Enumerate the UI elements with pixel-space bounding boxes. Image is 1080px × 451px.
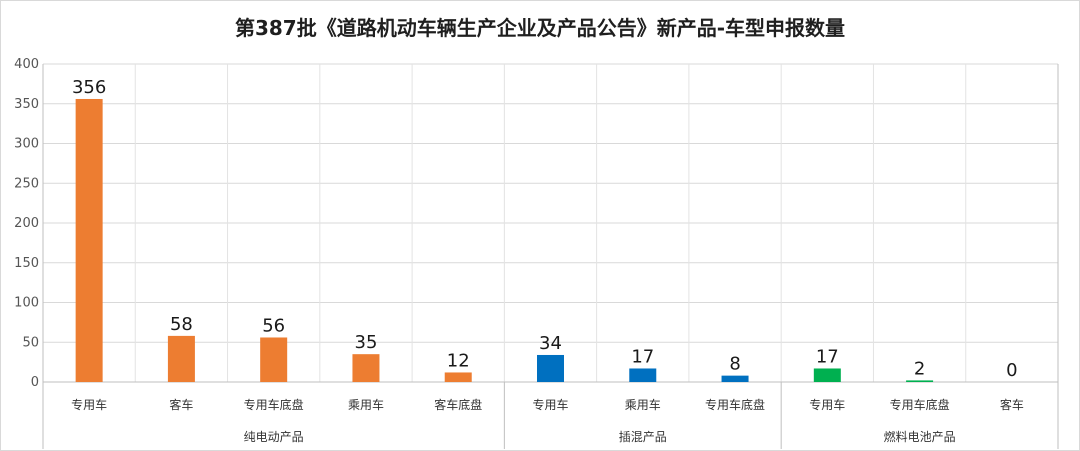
bar (260, 337, 288, 382)
bar (906, 380, 934, 382)
data-label: 17 (816, 346, 839, 367)
category-label: 专用车 (532, 397, 568, 412)
y-tick-label: 100 (14, 296, 39, 311)
y-tick-label: 250 (14, 176, 39, 191)
data-label: 8 (729, 354, 740, 375)
bar (629, 368, 657, 382)
bar (721, 375, 749, 382)
y-tick-label: 350 (14, 97, 39, 112)
category-label: 乘用车 (348, 397, 384, 412)
y-tick-label: 200 (14, 216, 39, 231)
category-label: 专用车 (71, 397, 107, 412)
category-label: 专用车底盘 (705, 397, 765, 412)
data-label: 12 (447, 350, 470, 371)
group-label: 插混产品 (619, 430, 667, 444)
category-label: 客车 (1000, 397, 1024, 412)
category-label: 客车 (169, 397, 193, 412)
category-label: 专用车 (809, 397, 845, 412)
data-label: 356 (72, 77, 106, 98)
data-label: 34 (539, 333, 562, 354)
data-label: 35 (355, 332, 378, 353)
bar (167, 335, 195, 382)
group-label: 纯电动产品 (244, 430, 304, 444)
data-label: 2 (914, 358, 925, 379)
category-label: 客车底盘 (434, 397, 482, 412)
data-label: 17 (631, 346, 654, 367)
group-label: 燃料电池产品 (884, 429, 956, 444)
chart-title: 第387批《道路机动车辆生产企业及产品公告》新产品-车型申报数量 (234, 16, 846, 40)
bar (444, 372, 472, 382)
category-label: 专用车底盘 (244, 397, 304, 412)
data-label: 58 (170, 314, 193, 335)
category-label: 乘用车 (625, 397, 661, 412)
y-tick-label: 50 (22, 335, 39, 350)
y-tick-label: 150 (14, 256, 39, 271)
bar (352, 354, 380, 382)
data-label: 56 (262, 315, 285, 336)
bar (813, 368, 841, 382)
bar (537, 354, 564, 382)
y-tick-label: 400 (14, 57, 39, 72)
data-label: 0 (1006, 360, 1017, 381)
y-tick-label: 300 (14, 137, 39, 152)
category-label: 专用车底盘 (890, 397, 950, 412)
y-tick-label: 0 (31, 375, 39, 390)
bar (75, 98, 103, 382)
